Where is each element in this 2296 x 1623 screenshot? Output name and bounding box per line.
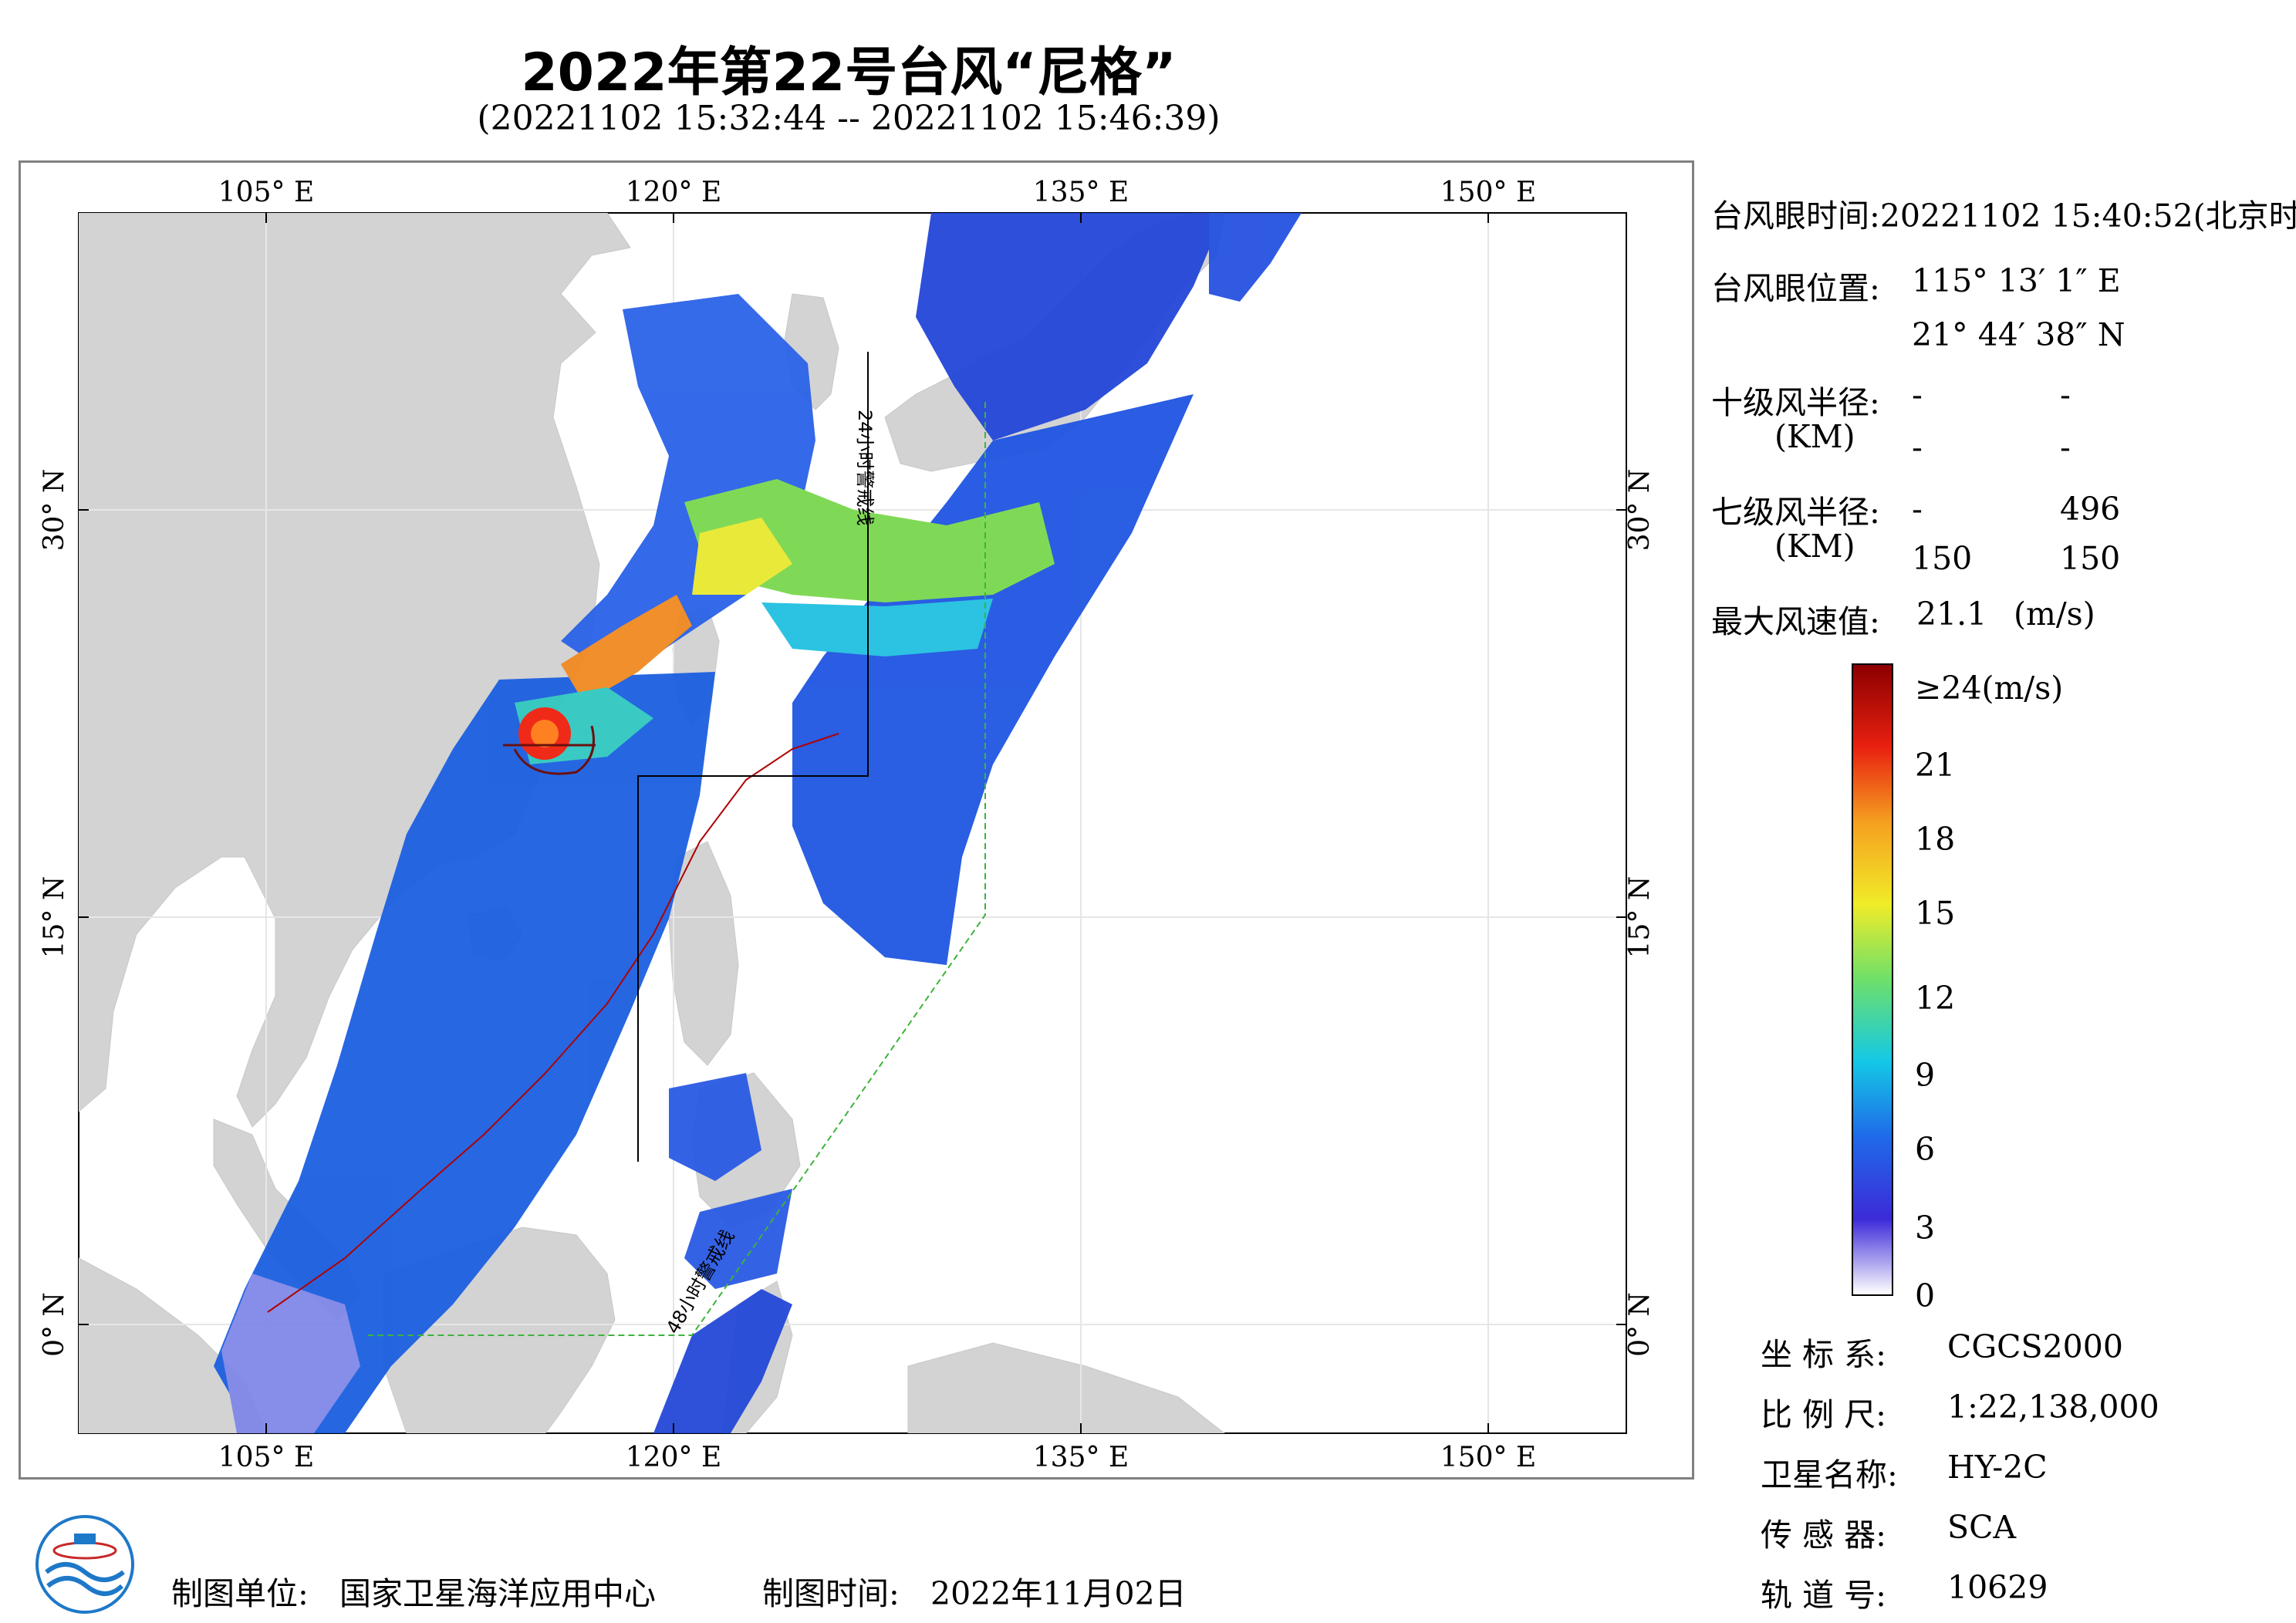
lat-label-right: 30° N xyxy=(1624,469,1656,552)
scale-value: 1:22,138,000 xyxy=(1947,1388,2159,1426)
map-title: 2022年第22号台风“尼格” xyxy=(521,42,1177,103)
lat-label-left: 0° N xyxy=(39,1292,70,1357)
swath-west-lower xyxy=(214,672,715,1433)
lat-labels-right: 30° N 15° N 0° N xyxy=(1624,469,1656,1357)
colorbar-tick: 21 xyxy=(1915,747,1956,784)
satellite-value: HY-2C xyxy=(1947,1449,2048,1486)
lat-labels-left: 30° N 15° N 0° N xyxy=(39,469,70,1357)
colorbar-tick: 12 xyxy=(1915,980,1956,1017)
r7-unit: (KM) xyxy=(1774,528,1855,565)
date-value: 2022年11月02日 xyxy=(930,1575,1187,1612)
axis-ticks xyxy=(79,213,1626,1433)
lon-label-bottom: 105° E xyxy=(218,1442,314,1473)
lon-label-bottom: 120° E xyxy=(626,1442,721,1473)
lat-label-left: 15° N xyxy=(39,876,70,959)
r7-label: 七级风半径: xyxy=(1711,494,1880,531)
swath-east-north xyxy=(916,213,1224,440)
swath-sulu xyxy=(684,1189,792,1289)
eye-time-value: 20221102 15:40:52(北京时) xyxy=(1879,197,2296,235)
coord-value: CGCS2000 xyxy=(1947,1328,2123,1365)
r10-unit: (KM) xyxy=(1774,418,1855,455)
r10-value: - xyxy=(1912,429,1923,466)
colorbar-tick: 6 xyxy=(1915,1131,1936,1168)
swath-yellow-band xyxy=(692,518,792,595)
swath-east-lower xyxy=(653,1289,792,1433)
wind-field-map: 24小时警戒线 48小时警戒线 105° E 120° E 135° E 150… xyxy=(39,177,1656,1473)
warning-line-24h-label: 24小时警戒线 xyxy=(854,410,876,526)
max-wind-label: 最大风速值: xyxy=(1711,603,1880,640)
colorbar-top-label: ≥24(m/s) xyxy=(1915,670,2064,707)
nsoas-logo-icon xyxy=(35,1515,134,1614)
typhoon-track xyxy=(267,733,839,1313)
eye-time-label: 台风眼时间: xyxy=(1711,197,1880,235)
r10-value: - xyxy=(2060,376,2071,413)
land-luzon xyxy=(668,841,739,1066)
lon-label-top: 135° E xyxy=(1033,177,1129,208)
r7-value: 150 xyxy=(1912,540,1973,577)
date-label: 制图时间: xyxy=(762,1575,900,1612)
swath-low-wind-lobes xyxy=(221,1274,360,1433)
warning-line-48h xyxy=(368,402,986,1336)
lat-label-right: 0° N xyxy=(1624,1292,1656,1357)
org-value: 国家卫星海洋应用中心 xyxy=(339,1575,656,1612)
max-wind-unit: (m/s) xyxy=(2014,596,2095,633)
lon-label-top: 120° E xyxy=(626,177,721,208)
lon-label-top: 150° E xyxy=(1440,177,1536,208)
lat-label-left: 30° N xyxy=(39,469,70,552)
lon-labels-bottom: 105° E 120° E 135° E 150° E xyxy=(218,1442,1536,1473)
org-label: 制图单位: xyxy=(171,1575,309,1612)
land-asia-mainland xyxy=(79,213,631,1128)
land-new-guinea xyxy=(907,1342,1225,1433)
lon-labels-top: 105° E 120° E 135° E 150° E xyxy=(218,177,1536,208)
lon-label-bottom: 150° E xyxy=(1440,1442,1536,1473)
r7-value: - xyxy=(1912,491,1923,528)
colorbar-tick: 3 xyxy=(1915,1210,1936,1247)
sensor-value: SCA xyxy=(1947,1509,2017,1546)
max-wind-value: 21.1 xyxy=(1916,596,1987,633)
eye-time-row: 台风眼时间:20221102 15:40:52(北京时) xyxy=(1711,190,2296,236)
wind-speed-colorbar xyxy=(1852,663,1893,1296)
swath-east-main xyxy=(792,394,1194,965)
lon-label-bottom: 135° E xyxy=(1033,1442,1129,1473)
orbit-label: 轨 道 号: xyxy=(1761,1577,1886,1614)
colorbar-tick: 0 xyxy=(1915,1277,1936,1314)
lon-label-top: 105° E xyxy=(218,177,314,208)
r10-value: - xyxy=(2060,429,2071,466)
r7-value: 150 xyxy=(2060,540,2121,577)
scale-label: 比 例 尺: xyxy=(1761,1396,1886,1433)
observation-time-range: (20221102 15:32:44 -- 20221102 15:46:39) xyxy=(477,99,1221,138)
sensor-label: 传 感 器: xyxy=(1761,1517,1886,1554)
r7-value: 496 xyxy=(2060,491,2121,528)
colorbar-tick: 9 xyxy=(1915,1057,1936,1094)
r10-value: - xyxy=(1912,376,1923,413)
typhoon-center xyxy=(503,707,596,775)
eye-latitude: 21° 44′ 38″ N xyxy=(1912,316,2125,353)
swath-sea-of-japan xyxy=(1209,213,1302,302)
colorbar-tick: 15 xyxy=(1915,895,1956,932)
satellite-label: 卫星名称: xyxy=(1761,1456,1898,1493)
coord-label: 坐 标 系: xyxy=(1761,1336,1886,1373)
r10-label: 十级风半径: xyxy=(1711,384,1880,421)
swath-orange-band xyxy=(561,595,692,703)
eye-position-label: 台风眼位置: xyxy=(1711,270,1880,307)
orbit-value: 10629 xyxy=(1947,1569,2048,1606)
eye-longitude: 115° 13′ 1″ E xyxy=(1912,262,2121,299)
colorbar-tick: 18 xyxy=(1915,821,1956,858)
warning-line-24h xyxy=(637,352,869,1162)
swath-cyan-band xyxy=(761,599,993,656)
wind-speed-swaths xyxy=(214,213,1302,1433)
map-frame: 24小时警戒线 48小时警戒线 105° E 120° E 135° E 150… xyxy=(19,160,1694,1480)
swath-central-patches xyxy=(669,1073,761,1181)
lat-label-right: 15° N xyxy=(1624,876,1656,959)
